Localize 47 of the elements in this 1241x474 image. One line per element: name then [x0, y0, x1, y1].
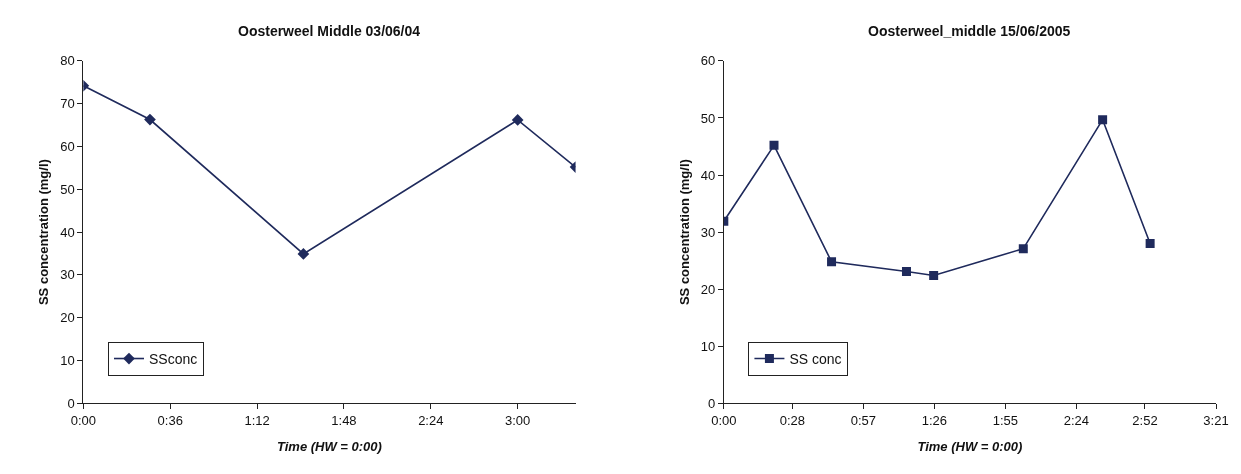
y-tick-label: 30	[60, 267, 75, 283]
x-tick-label: 0:00	[711, 412, 737, 428]
x-tick-label: 1:12	[244, 412, 270, 428]
y-tick-label: 60	[700, 53, 716, 69]
point	[769, 140, 779, 150]
y-axis-title: SS concentration (mg/l)	[36, 159, 52, 306]
chart-title: Oosterweel_middle 15/06/2005	[868, 23, 1071, 39]
x-tick-label: 1:48	[331, 412, 357, 428]
point	[827, 257, 837, 267]
x-axis-title: Time (HW = 0:00)	[277, 438, 382, 454]
y-tick-label: 80	[60, 53, 75, 69]
x-tick-label: 0:36	[157, 412, 183, 428]
x-tick-label: 2:24	[418, 412, 444, 428]
point	[1018, 244, 1028, 254]
x-tick-label: 2:24	[1063, 412, 1090, 428]
point	[1145, 239, 1155, 249]
y-tick-label: 40	[60, 224, 75, 240]
x-tick-label: 0:00	[70, 412, 97, 428]
legend-label: SSconc	[148, 350, 198, 367]
y-axis-title: SS concentration (mg/l)	[676, 159, 692, 306]
y-tick-label: 50	[60, 181, 75, 197]
chart-title: Oosterweel Middle 03/06/04	[238, 23, 421, 39]
y-tick-label: 70	[60, 96, 75, 112]
point	[901, 266, 911, 276]
y-tick-label: 30	[700, 224, 716, 240]
x-tick-label: 2:52	[1132, 412, 1158, 428]
y-tick-label: 0	[67, 395, 75, 411]
legend-label: SS conc	[789, 350, 842, 367]
point	[144, 113, 156, 126]
point	[929, 270, 939, 280]
x-tick-label: 3:00	[505, 412, 531, 428]
y-tick-label: 10	[700, 338, 716, 354]
x-tick-label: 1:55	[992, 412, 1019, 428]
y-tick-label: 20	[700, 281, 716, 297]
y-tick-label: 60	[60, 139, 75, 155]
x-tick-label: 1:26	[921, 412, 948, 428]
point	[1098, 115, 1108, 125]
x-axis-title: Time (HW = 0:00)	[917, 438, 1023, 454]
y-tick-label: 20	[60, 310, 75, 326]
point	[297, 248, 310, 260]
x-tick-label: 0:28	[779, 412, 806, 428]
x-tick-label: 3:21	[1203, 412, 1229, 428]
y-tick-label: 0	[707, 395, 716, 411]
y-tick-label: 10	[60, 353, 75, 369]
y-tick-label: 40	[700, 167, 716, 183]
x-tick-label: 0:57	[850, 412, 877, 428]
y-tick-label: 50	[700, 110, 716, 126]
